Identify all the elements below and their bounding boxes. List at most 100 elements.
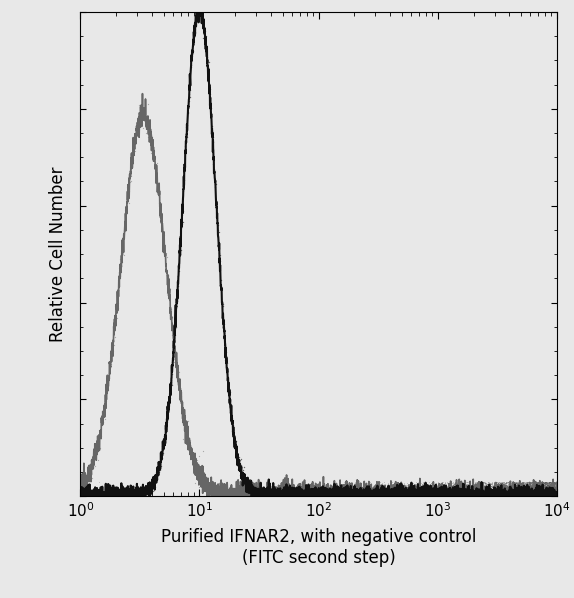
Point <box>548 481 557 490</box>
Point <box>519 481 529 490</box>
Point <box>516 481 525 491</box>
Point <box>552 490 561 500</box>
Point <box>542 480 552 490</box>
Point <box>394 487 404 496</box>
Point <box>243 490 253 499</box>
Point <box>530 490 539 500</box>
Point <box>511 491 520 501</box>
Point <box>497 490 506 500</box>
Point <box>517 478 526 487</box>
Point <box>494 487 503 497</box>
Point <box>486 486 495 496</box>
Point <box>545 486 554 495</box>
Point <box>385 484 394 494</box>
Point <box>506 487 515 497</box>
Point <box>544 487 553 497</box>
Point <box>449 482 459 492</box>
Point <box>199 21 208 30</box>
Point <box>490 481 499 490</box>
Point <box>464 481 473 491</box>
Point <box>494 486 503 495</box>
Point <box>497 483 506 493</box>
Point <box>547 484 556 494</box>
Point <box>422 481 432 490</box>
Point <box>532 485 541 495</box>
Point <box>548 484 557 493</box>
Point <box>535 479 544 489</box>
Point <box>544 480 553 490</box>
Point <box>489 480 498 489</box>
Point <box>550 486 560 495</box>
Point <box>534 481 544 491</box>
Point <box>449 485 458 495</box>
Point <box>468 491 477 501</box>
Point <box>546 485 555 495</box>
Point <box>514 491 523 501</box>
Point <box>371 481 380 491</box>
Point <box>505 489 514 499</box>
Point <box>533 480 542 489</box>
Point <box>520 478 529 487</box>
Point <box>522 484 532 493</box>
Point <box>356 492 366 501</box>
Point <box>533 489 542 498</box>
Point <box>540 487 549 496</box>
Point <box>528 481 537 491</box>
Point <box>530 486 540 495</box>
Point <box>374 477 383 487</box>
Point <box>510 477 519 487</box>
Point <box>513 483 522 493</box>
Point <box>387 486 396 496</box>
Point <box>487 487 496 496</box>
Point <box>472 482 482 492</box>
Point <box>501 480 510 489</box>
Point <box>489 483 498 493</box>
Point <box>527 483 536 493</box>
Point <box>548 482 557 492</box>
Point <box>541 490 550 500</box>
Point <box>539 488 548 498</box>
Point <box>233 456 242 465</box>
Point <box>391 483 400 493</box>
Point <box>480 480 490 489</box>
Point <box>528 477 537 487</box>
Point <box>519 487 528 496</box>
Point <box>445 481 455 491</box>
Point <box>449 491 459 501</box>
Point <box>378 486 387 495</box>
Point <box>444 482 453 492</box>
Point <box>140 93 149 103</box>
Point <box>449 479 459 489</box>
Point <box>411 478 420 487</box>
Point <box>494 478 503 487</box>
Point <box>434 483 443 492</box>
Point <box>497 489 506 499</box>
Point <box>448 480 457 489</box>
Point <box>454 486 463 496</box>
Point <box>499 477 508 487</box>
Point <box>536 486 545 496</box>
Point <box>541 491 550 501</box>
Point <box>513 488 522 498</box>
Point <box>508 489 517 499</box>
Point <box>501 484 510 493</box>
Point <box>513 482 522 492</box>
Point <box>546 478 555 488</box>
Point <box>506 478 515 488</box>
Point <box>515 490 525 500</box>
Point <box>478 488 487 498</box>
Point <box>545 486 554 495</box>
Point <box>510 480 519 489</box>
Point <box>539 480 548 489</box>
Point <box>533 484 542 493</box>
Point <box>516 477 525 487</box>
Point <box>478 489 487 499</box>
Point <box>519 481 528 491</box>
Point <box>486 480 495 489</box>
Point <box>491 484 501 493</box>
Point <box>201 31 211 41</box>
Point <box>550 484 559 493</box>
Point <box>495 478 505 488</box>
Point <box>535 482 544 492</box>
Point <box>528 484 537 493</box>
